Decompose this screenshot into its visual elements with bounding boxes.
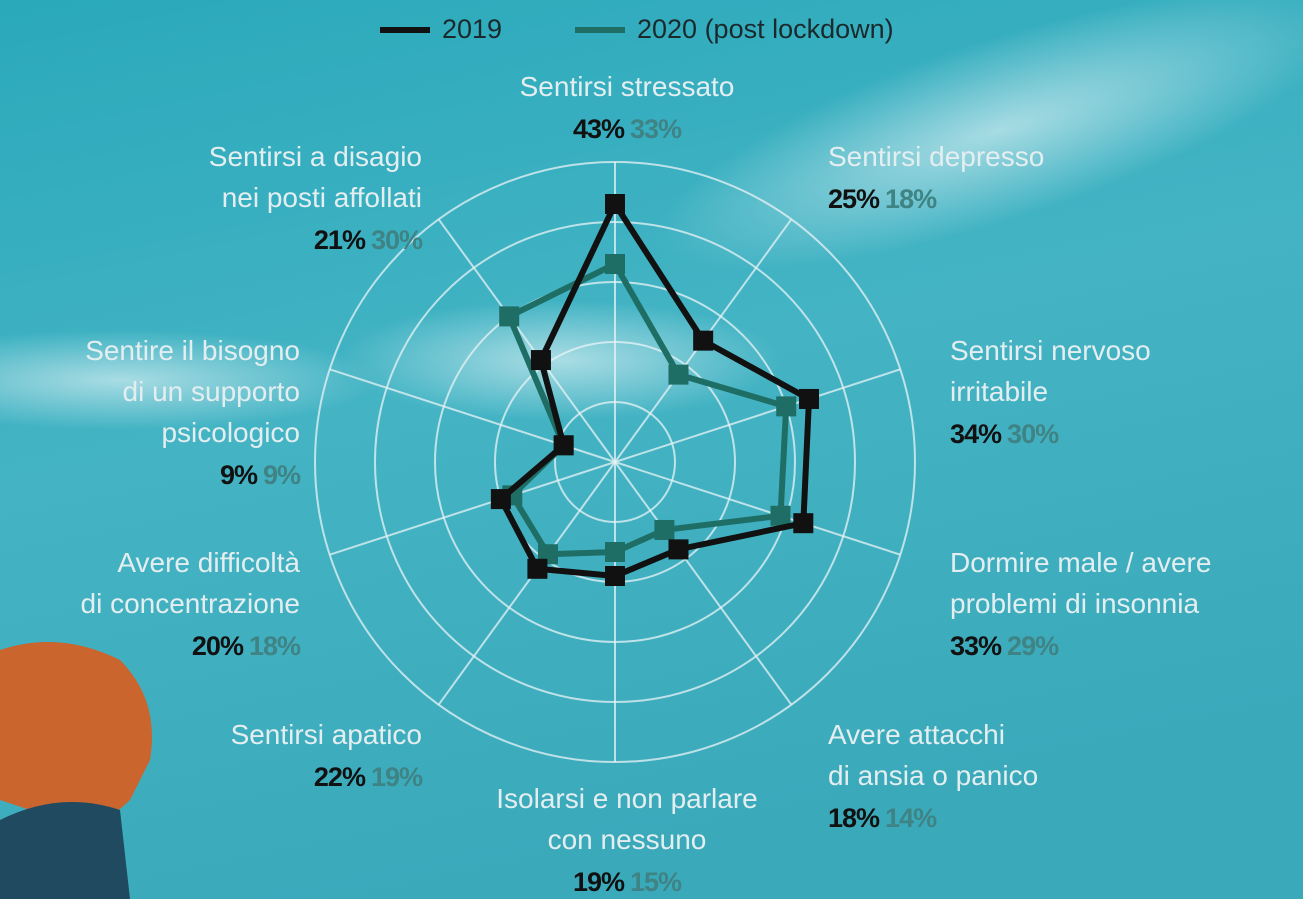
value-label: 9% [263,460,301,490]
marker [654,519,675,540]
legend-label: 2020 (post lockdown) [637,14,894,44]
marker [668,539,689,560]
value-label: 15% [630,867,682,897]
value-label: 18% [828,803,880,833]
marker [693,330,714,351]
marker [799,388,820,409]
value-label: 20% [192,631,244,661]
spoke [614,461,793,706]
category-label: Avere attacchi [828,719,1005,750]
value-labels: 18% 14% [828,803,937,833]
value-label: 22% [314,762,366,792]
value-labels: 34% 30% [950,419,1059,449]
category-label: nei posti affollati [222,182,422,213]
value-labels: 9% 9% [220,460,301,490]
marker [605,542,625,562]
plot-area [490,194,820,586]
category-label: Sentirsi depresso [828,141,1044,172]
category-label: Sentirsi stressato [520,71,735,102]
cloud [0,330,380,430]
category-label: psicologico [161,417,300,448]
value-label: 19% [573,867,625,897]
value-label: 34% [950,419,1002,449]
value-label: 30% [371,225,423,255]
marker [605,254,625,274]
value-labels: 25% 18% [828,184,937,214]
marker [668,364,689,385]
spoke [614,368,901,463]
spoke [329,461,616,556]
legend: 2019 2020 (post lockdown) [380,14,894,44]
value-labels: 19% 15% [573,867,682,897]
value-labels: 43% 33% [573,114,682,144]
value-label: 33% [950,631,1002,661]
spoke [437,461,616,706]
value-label: 14% [885,803,937,833]
category-label: Sentire il bisogno [85,335,300,366]
value-label: 18% [249,631,301,661]
category-label: Isolarsi e non parlare [496,783,757,814]
marker [530,350,551,371]
spoke [437,218,616,463]
grid [314,161,916,763]
category-label: con nessuno [548,824,707,855]
value-label: 29% [1007,631,1059,661]
value-label: 33% [630,114,682,144]
marker [605,566,625,586]
value-labels: 33% 29% [950,631,1059,661]
value-labels: 20% 18% [192,631,301,661]
marker [527,558,548,579]
marker [776,396,797,417]
category-label: di un supporto [123,376,300,407]
value-labels: 22% 19% [314,762,423,792]
category-label: Sentirsi apatico [231,719,422,750]
category-label: Dormire male / avere [950,547,1211,578]
category-label: Avere difficoltà [117,547,300,578]
value-label: 19% [371,762,423,792]
value-label: 9% [220,460,258,490]
value-labels: 21% 30% [314,225,423,255]
marker [605,194,625,214]
legend-label: 2019 [442,14,502,44]
value-label: 43% [573,114,625,144]
spoke [614,461,901,556]
hand [0,642,152,899]
category-label: di concentrazione [81,588,300,619]
value-label: 21% [314,225,366,255]
marker [490,489,511,510]
marker [499,306,520,327]
cloud [656,0,1303,271]
value-label: 18% [885,184,937,214]
category-label: Sentirsi a disagio [209,141,422,172]
category-label: irritabile [950,376,1048,407]
category-label: di ansia o panico [828,760,1038,791]
category-label: problemi di insonnia [950,588,1199,619]
value-label: 30% [1007,419,1059,449]
marker [793,513,814,534]
category-label: Sentirsi nervoso [950,335,1151,366]
marker [770,505,791,526]
value-label: 25% [828,184,880,214]
marker [553,435,574,456]
